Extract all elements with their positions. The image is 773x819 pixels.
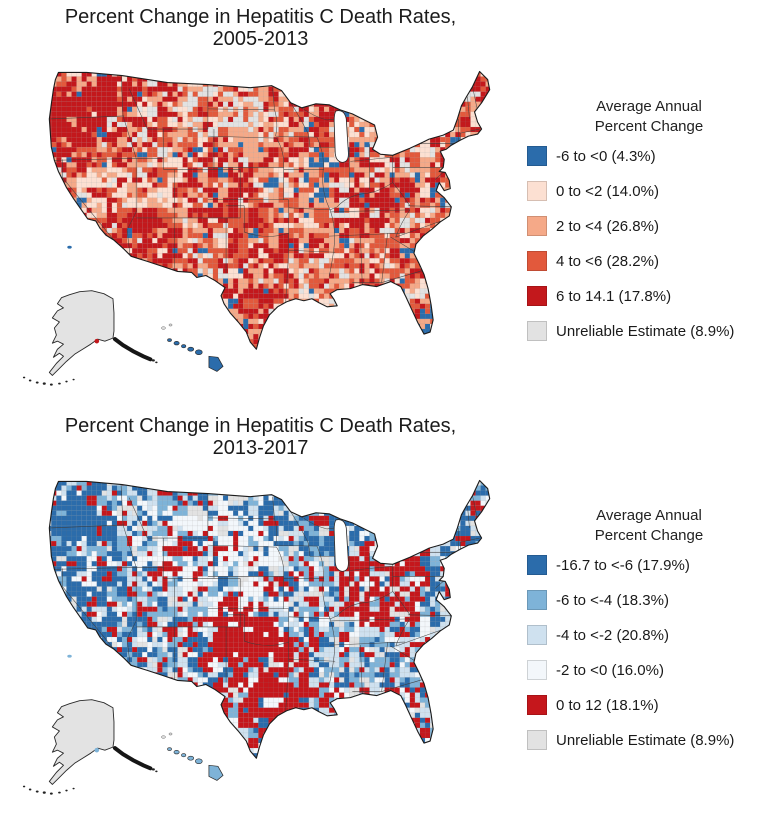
legend-item: -2 to <0 (16.0%)	[527, 660, 771, 680]
legend-label: Unreliable Estimate (8.9%)	[556, 322, 735, 340]
legend-item: -6 to <-4 (18.3%)	[527, 590, 771, 610]
legend-swatch-dark-red	[527, 286, 547, 306]
legend-swatch-salmon	[527, 216, 547, 236]
legend-label: -6 to <-4 (18.3%)	[556, 591, 669, 609]
map-title-line2: 2013-2017	[212, 437, 309, 459]
legend-item: Unreliable Estimate (8.9%)	[527, 321, 771, 341]
legend-item: -6 to <0 (4.3%)	[527, 146, 771, 166]
legend-item: 2 to <4 (26.8%)	[527, 216, 771, 236]
legend-label: 4 to <6 (28.2%)	[556, 252, 659, 270]
map-title-2005-2013: Percent Change in Hepatitis C Death Rate…	[8, 6, 513, 50]
map-title-line1: Percent Change in Hepatitis C Death Rate…	[64, 6, 457, 28]
legend-item: 0 to 12 (18.1%)	[527, 695, 771, 715]
legend-label: 0 to <2 (14.0%)	[556, 182, 659, 200]
legend-label: -6 to <0 (4.3%)	[556, 147, 656, 165]
legend-item: -4 to <-2 (20.8%)	[527, 625, 771, 645]
us-county-choropleth-2013-2017	[22, 479, 491, 795]
legend-label: -4 to <-2 (20.8%)	[556, 626, 669, 644]
legend-item: -16.7 to <-6 (17.9%)	[527, 555, 771, 575]
legend-label: Unreliable Estimate (8.9%)	[556, 731, 735, 749]
us-county-choropleth-2005-2013	[22, 70, 491, 386]
legend-item: 4 to <6 (28.2%)	[527, 251, 771, 271]
figure-2005-2013: Percent Change in Hepatitis C Death Rate…	[0, 0, 773, 409]
legend-swatch-dark-blue	[527, 555, 547, 575]
legend-swatch-gray	[527, 730, 547, 750]
legend-label: 0 to 12 (18.1%)	[556, 696, 659, 714]
legend-label: 6 to 14.1 (17.8%)	[556, 287, 672, 305]
legend-swatch-blue	[527, 146, 547, 166]
map-title-line2: 2005-2013	[212, 28, 309, 50]
legend-label: -16.7 to <-6 (17.9%)	[556, 556, 690, 574]
map-title-2013-2017: Percent Change in Hepatitis C Death Rate…	[8, 415, 513, 459]
legend-swatch-orange-red	[527, 251, 547, 271]
figure-2013-2017: Percent Change in Hepatitis C Death Rate…	[0, 409, 773, 818]
legend-title: Average Annual Percent Change	[594, 98, 704, 135]
legend-label: 2 to <4 (26.8%)	[556, 217, 659, 235]
legend-2013-2017: Average Annual Percent Change -16.7 to <…	[527, 506, 771, 765]
legend-swatch-light-blue	[527, 625, 547, 645]
legend-2005-2013: Average Annual Percent Change -6 to <0 (…	[527, 97, 771, 356]
legend-item: 6 to 14.1 (17.8%)	[527, 286, 771, 306]
legend-swatch-gray	[527, 321, 547, 341]
legend-swatch-pale-blue	[527, 660, 547, 680]
legend-title: Average Annual Percent Change	[594, 507, 704, 544]
legend-swatch-red	[527, 695, 547, 715]
legend-item: Unreliable Estimate (8.9%)	[527, 730, 771, 750]
map-title-line1: Percent Change in Hepatitis C Death Rate…	[64, 415, 457, 437]
legend-swatch-medium-blue	[527, 590, 547, 610]
legend-item: 0 to <2 (14.0%)	[527, 181, 771, 201]
legend-label: -2 to <0 (16.0%)	[556, 661, 664, 679]
legend-swatch-pale-pink	[527, 181, 547, 201]
